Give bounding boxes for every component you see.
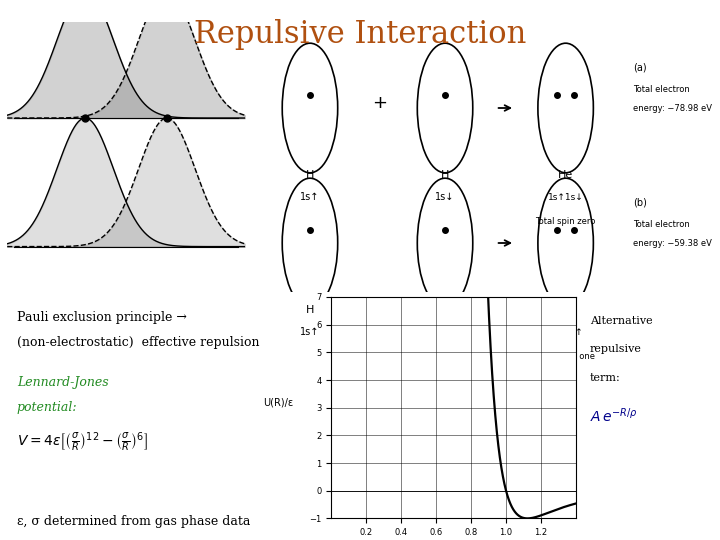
Text: 1s↑: 1s↑ xyxy=(300,192,320,202)
Text: (a): (a) xyxy=(633,62,647,72)
Text: He: He xyxy=(558,305,573,315)
Text: Repulsive Interaction: Repulsive Interaction xyxy=(194,19,526,50)
Text: energy: −59.38 eV: energy: −59.38 eV xyxy=(633,239,712,248)
Text: He: He xyxy=(558,170,573,180)
Text: Pauli exclusion principle →: Pauli exclusion principle → xyxy=(17,312,186,325)
Text: 1s↑: 1s↑ xyxy=(300,327,320,337)
Text: $A\, e^{-R/\rho}$: $A\, e^{-R/\rho}$ xyxy=(590,407,638,425)
Text: 1s↑2s↑: 1s↑2s↑ xyxy=(548,328,583,337)
Text: repulsive: repulsive xyxy=(590,345,642,354)
Text: (b): (b) xyxy=(633,197,647,207)
Text: 1s↓: 1s↓ xyxy=(436,192,455,202)
Text: Total spin one: Total spin one xyxy=(536,352,595,361)
Text: H: H xyxy=(441,170,449,180)
Text: Total electron: Total electron xyxy=(633,85,690,94)
Text: term:: term: xyxy=(590,373,621,383)
Text: $V = 4\varepsilon\left[\left(\frac{\sigma}{R}\right)^{12} - \left(\frac{\sigma}{: $V = 4\varepsilon\left[\left(\frac{\sigm… xyxy=(17,431,148,454)
Text: energy: −78.98 eV: energy: −78.98 eV xyxy=(633,104,712,113)
Text: H: H xyxy=(441,305,449,315)
Text: (non-electrostatic)  effective repulsion: (non-electrostatic) effective repulsion xyxy=(17,336,259,349)
Y-axis label: U(R)/ε: U(R)/ε xyxy=(264,397,294,408)
Text: Alternative: Alternative xyxy=(590,316,652,326)
Text: H: H xyxy=(306,170,314,180)
Text: Total spin zero: Total spin zero xyxy=(536,217,596,226)
Text: H: H xyxy=(306,305,314,315)
Text: Total electron: Total electron xyxy=(633,220,690,229)
Text: 1s↑1s↓: 1s↑1s↓ xyxy=(548,193,583,202)
Text: Lennard-Jones: Lennard-Jones xyxy=(17,376,108,389)
Text: 1s↑: 1s↑ xyxy=(436,327,455,337)
Text: ε, σ determined from gas phase data: ε, σ determined from gas phase data xyxy=(17,515,250,528)
Text: +: + xyxy=(372,94,387,112)
Text: potential:: potential: xyxy=(17,401,77,414)
